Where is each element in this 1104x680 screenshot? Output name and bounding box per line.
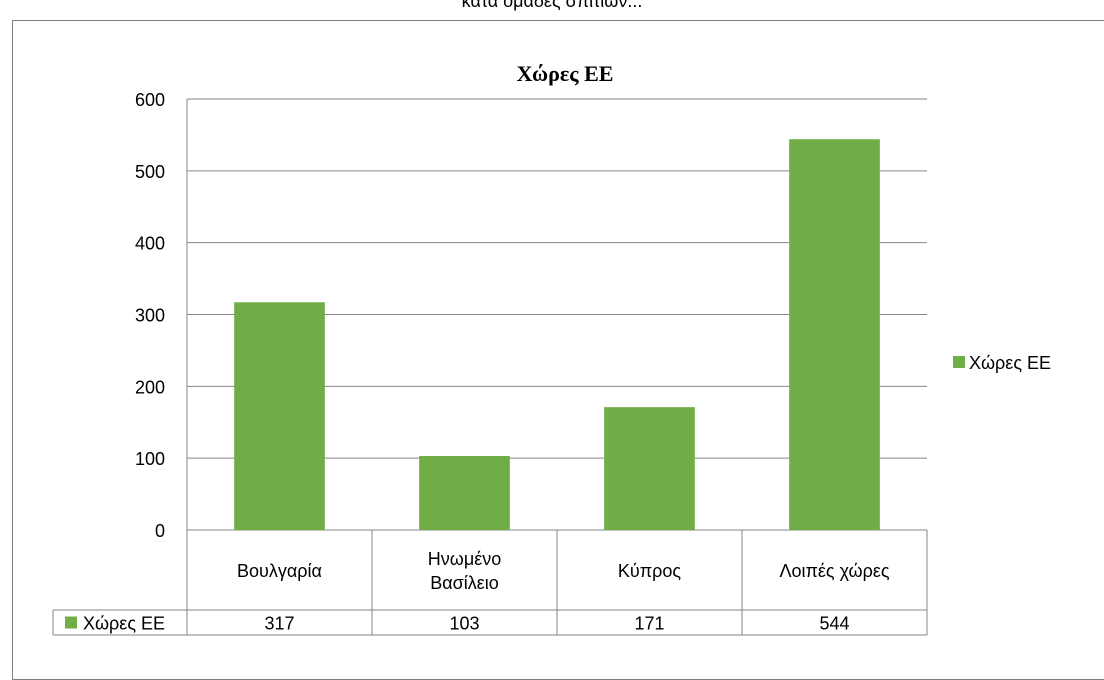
partial-caption: κατά ομάδες σπιτιών... bbox=[461, 0, 643, 11]
legend-swatch bbox=[953, 356, 965, 368]
data-label: 171 bbox=[634, 614, 664, 634]
table-series-label: Χώρες ΕΕ bbox=[83, 614, 165, 634]
chart-frame: Χώρες ΕΕ 0 100 200 300 400 500 600 Βουλγαρία Ην… bbox=[12, 20, 1104, 680]
y-tick-label: 600 bbox=[135, 90, 165, 110]
x-tick-label: Βουλγαρία bbox=[237, 561, 322, 581]
x-tick-label: Κύπρος bbox=[618, 561, 682, 581]
y-tick-label: 0 bbox=[155, 521, 165, 541]
data-label: 544 bbox=[819, 614, 849, 634]
bar bbox=[789, 139, 880, 530]
y-tick-label: 400 bbox=[135, 234, 165, 254]
bar bbox=[234, 302, 325, 530]
y-tick-label: 200 bbox=[135, 377, 165, 397]
legend-label: Χώρες ΕΕ bbox=[969, 353, 1051, 373]
bar-chart: Χώρες ΕΕ 0 100 200 300 400 500 600 Βουλγαρία Ην… bbox=[52, 61, 1051, 636]
data-label: 317 bbox=[264, 614, 294, 634]
x-tick-label: Ηνωμένο Βασίλειο bbox=[428, 549, 501, 593]
bar bbox=[604, 407, 695, 530]
y-tick-label: 300 bbox=[135, 306, 165, 326]
y-tick-label: 500 bbox=[135, 162, 165, 182]
chart-title: Χώρες ΕΕ bbox=[517, 61, 614, 86]
bar bbox=[419, 456, 510, 530]
x-tick-label: Λοιπές χώρες bbox=[779, 561, 889, 581]
y-tick-label: 100 bbox=[135, 449, 165, 469]
data-label: 103 bbox=[449, 614, 479, 634]
table-legend-key bbox=[65, 616, 77, 629]
